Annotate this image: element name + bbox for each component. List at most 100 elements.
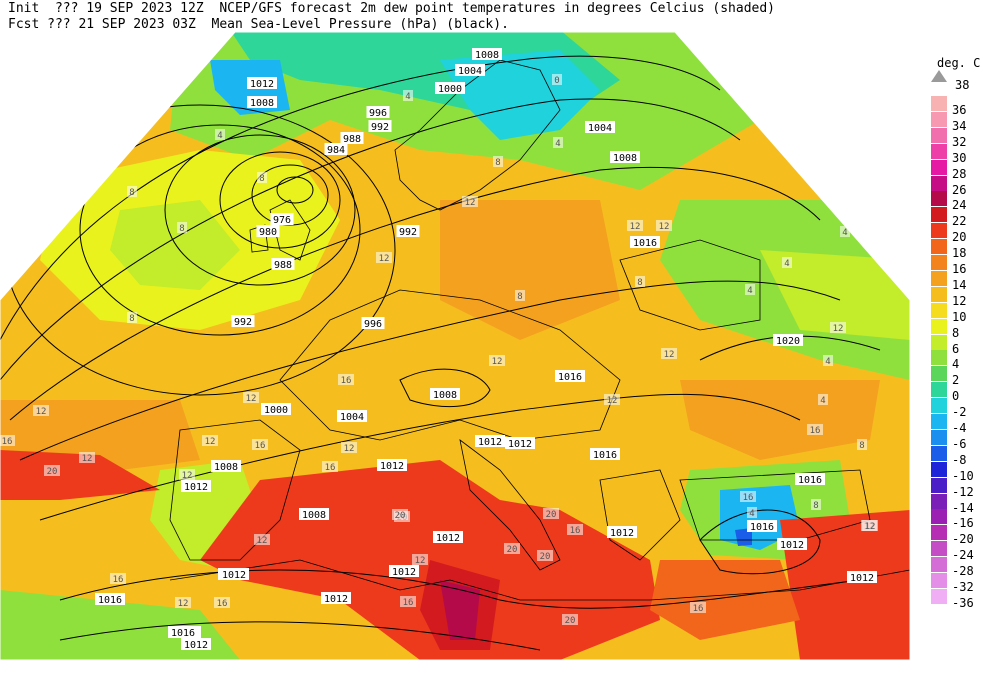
legend-row: -12 xyxy=(928,477,998,499)
dewpoint-label-bg xyxy=(257,172,267,183)
dewpoint-label: 20 xyxy=(395,511,406,521)
legend-swatch xyxy=(931,525,947,541)
legend-row: 16 xyxy=(928,255,998,276)
isobar-label-bg xyxy=(321,592,351,604)
isobar-label: 1016 xyxy=(750,522,774,533)
dewpoint-label-bg xyxy=(110,573,126,584)
dewpoint-label-bg xyxy=(747,507,757,518)
dewpoint-label-bg xyxy=(515,290,525,301)
legend-swatch xyxy=(931,191,947,207)
legend-label: -32 xyxy=(952,580,974,594)
dewpoint-label: 16 xyxy=(810,426,821,436)
shade-africa-green xyxy=(0,590,240,660)
isobar-label: 1012 xyxy=(324,594,348,605)
dewpoint-label: 12 xyxy=(630,222,641,232)
dewpoint-label-bg xyxy=(376,252,392,263)
dewpoint-label: 16 xyxy=(570,526,581,536)
dewpoint-label: 20 xyxy=(47,467,58,477)
dewpoint-label-bg xyxy=(44,465,60,476)
dewpoint-label: 4 xyxy=(405,92,410,102)
legend-label: 20 xyxy=(952,230,967,245)
dewpoint-label: 16 xyxy=(255,441,266,451)
dewpoint-label: 20 xyxy=(540,552,551,562)
isobar-label: 976 xyxy=(273,215,291,226)
isobar-label: 1012 xyxy=(610,528,634,539)
isobar-label-bg xyxy=(585,121,615,133)
legend-swatch xyxy=(931,493,947,509)
dewpoint-label: 8 xyxy=(179,224,184,234)
isobar-label-bg xyxy=(256,225,280,237)
dewpoint-label: 12 xyxy=(415,556,426,566)
legend-swatch xyxy=(931,429,947,445)
dewpoint-label: 20 xyxy=(546,510,557,520)
isobar-label: 1020 xyxy=(776,336,800,347)
dewpoint-label-bg xyxy=(175,597,191,608)
dewpoint-label-bg xyxy=(562,614,578,625)
shade-atlantic-green xyxy=(110,200,240,290)
legend-row: -16 xyxy=(928,509,998,530)
isobar-1016-south xyxy=(59,621,541,651)
dewpoint-label-bg xyxy=(745,284,755,295)
isobar-label: 980 xyxy=(259,227,277,238)
legend-label: -8 xyxy=(952,452,967,467)
dewpoint-label: 12 xyxy=(865,522,876,532)
dewpoint-label: 4 xyxy=(749,509,754,519)
legend-row: -2 xyxy=(928,398,998,419)
dewpoint-label-bg xyxy=(338,374,354,385)
legend-swatch xyxy=(931,461,947,477)
dewpoint-label: 8 xyxy=(637,278,642,288)
legend-row: -8 xyxy=(928,445,998,467)
legend-label: 22 xyxy=(952,214,967,229)
legend-swatch xyxy=(931,111,947,127)
dewpoint-label-bg xyxy=(252,439,268,450)
isobar-label-bg xyxy=(475,435,505,447)
dewpoint-label: 12 xyxy=(379,254,390,264)
isobar-label-bg xyxy=(299,508,329,520)
dewpoint-label: 20 xyxy=(565,616,576,626)
legend-label: -20 xyxy=(952,532,974,547)
isobar-label-bg xyxy=(247,77,277,89)
header-init-line: Init ??? 19 SEP 2023 12Z NCEP/GFS foreca… xyxy=(8,1,776,16)
dewpoint-label: 16 xyxy=(743,493,754,503)
legend-label: 32 xyxy=(952,134,967,149)
dewpoint-label-bg xyxy=(823,355,833,366)
dewpoint-label: 12 xyxy=(246,394,257,404)
isobar-label: 984 xyxy=(327,145,345,156)
dewpoint-label-bg xyxy=(552,74,562,85)
isobar-label: 1012 xyxy=(436,533,460,544)
legend-label: 0 xyxy=(952,389,960,404)
legend-row: -28 xyxy=(928,557,998,578)
isobar-label: 992 xyxy=(371,122,389,133)
legend-label: -16 xyxy=(952,516,974,531)
isobar-label-group: 1008100410001012100899699298898497698098… xyxy=(95,48,877,651)
dewpoint-label: 16 xyxy=(693,604,704,614)
isobar-label: 1012 xyxy=(780,540,804,551)
isobar-label-bg xyxy=(433,531,463,543)
legend-label: 26 xyxy=(952,182,967,197)
dewpoint-label-bg xyxy=(202,435,218,446)
isobar-label: 1008 xyxy=(613,153,637,164)
dewpoint-label: 8 xyxy=(859,441,864,451)
isobar-label: 1012 xyxy=(222,570,246,581)
isobar-label-bg xyxy=(777,538,807,550)
dewpoint-label-bg xyxy=(33,405,49,416)
legend-label: -4 xyxy=(952,421,967,435)
dewpoint-label-bg xyxy=(627,220,643,231)
dewpoint-label-bg xyxy=(127,186,137,197)
isobar-label: 1012 xyxy=(184,482,208,493)
shade-eastmed-orange xyxy=(650,560,800,640)
dewpoint-label: 12 xyxy=(182,471,193,481)
dewpoint-label: 8 xyxy=(517,292,522,302)
dewpoint-label-bg xyxy=(462,196,478,207)
isobar-label-bg xyxy=(607,526,637,538)
legend-label: 36 xyxy=(952,103,967,117)
dewpoint-label: 8 xyxy=(129,314,134,324)
isobar-label-bg xyxy=(270,213,294,225)
legend-swatch xyxy=(931,286,947,302)
dewpoint-label: 4 xyxy=(784,259,789,269)
isobar-label: 1012 xyxy=(392,567,416,578)
legend-label: -28 xyxy=(952,564,974,579)
isobar-label: 1000 xyxy=(438,84,462,95)
legend-swatch xyxy=(931,414,947,429)
isobar-label: 1008 xyxy=(250,98,274,109)
